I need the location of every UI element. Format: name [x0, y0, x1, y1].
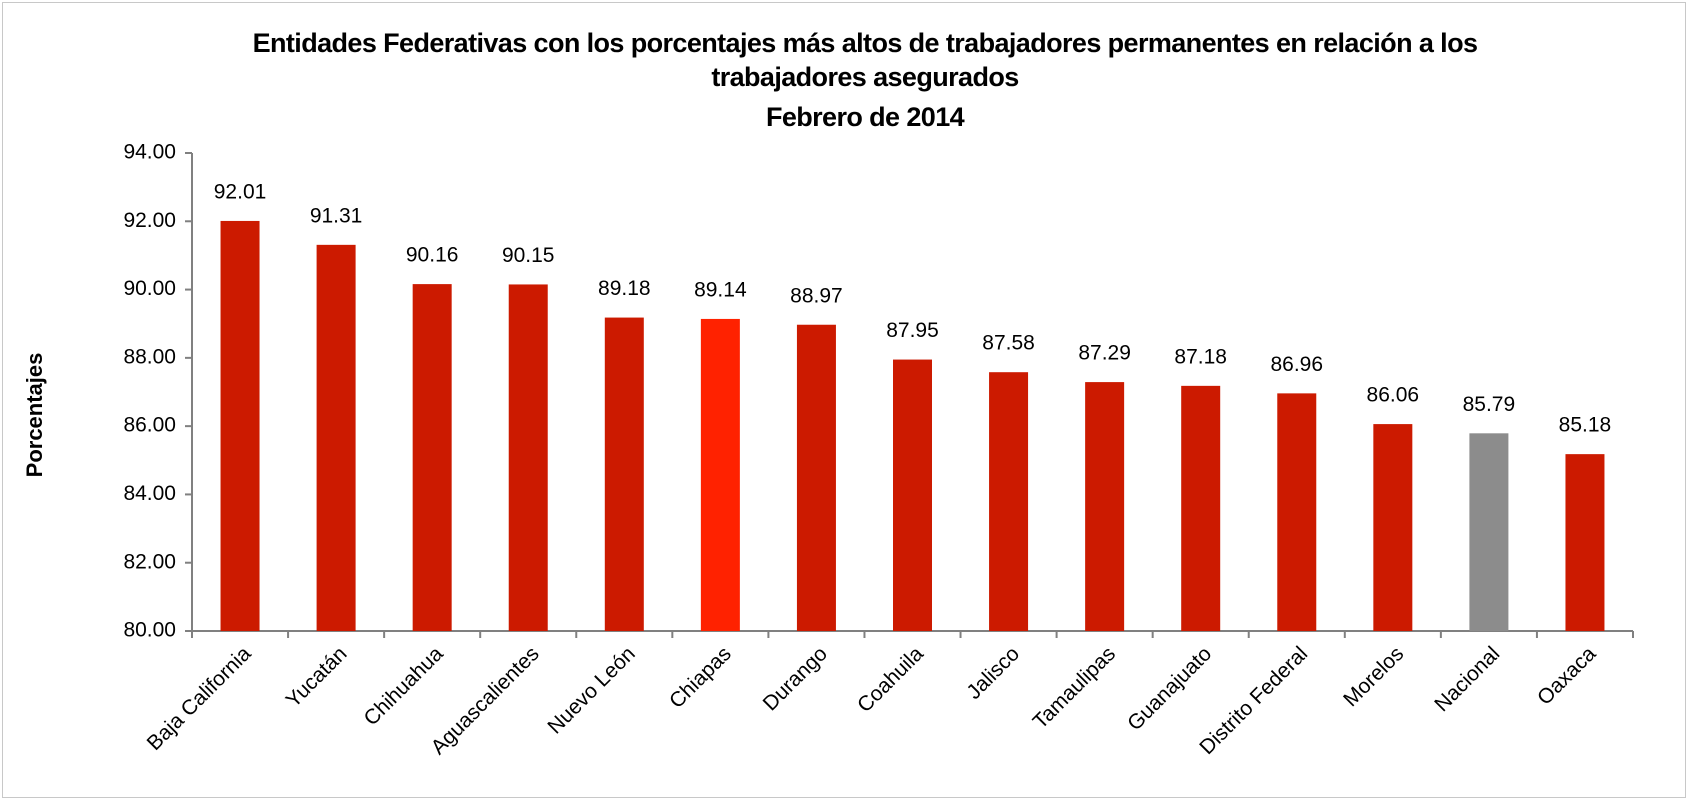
data-label: 86.06 [1367, 384, 1420, 407]
x-tick-label: Baja California [143, 642, 256, 755]
y-tick-label: 84.00 [123, 482, 176, 505]
bar [412, 284, 452, 631]
bar [508, 284, 548, 631]
data-label: 88.97 [790, 284, 843, 307]
bar [220, 220, 260, 632]
x-tick-label: Durango [759, 642, 832, 715]
y-tick-label: 88.00 [123, 345, 176, 368]
x-tick-label: Guanajuato [1123, 642, 1216, 735]
y-tick-label: 86.00 [123, 414, 176, 437]
x-tick-label: Coahuila [853, 642, 928, 717]
bar [796, 324, 836, 631]
y-tick-label: 94.00 [123, 141, 176, 164]
data-label: 86.96 [1270, 353, 1323, 376]
data-label: 85.18 [1559, 414, 1612, 437]
x-tick-label: Chihuahua [360, 642, 448, 730]
bar [1469, 433, 1509, 631]
data-label: 89.18 [598, 277, 651, 300]
x-tick-label: Tamaulipas [1029, 642, 1120, 733]
bar [700, 318, 740, 631]
bar [1565, 454, 1605, 631]
bar [316, 244, 356, 631]
x-tick-label: Chiapas [665, 642, 736, 713]
bar [1277, 393, 1317, 631]
data-label: 90.15 [502, 244, 555, 267]
y-tick-label: 90.00 [123, 277, 176, 300]
bar [893, 359, 932, 631]
data-label: 87.18 [1174, 345, 1227, 368]
y-axis-label: Porcentajes [22, 353, 47, 478]
bar [989, 372, 1029, 631]
y-tick-label: 82.00 [123, 550, 176, 573]
x-tick-label: Oaxaca [1533, 642, 1601, 710]
x-tick-label: Jalisco [962, 642, 1024, 704]
x-tick-label: Nuevo León [543, 642, 639, 738]
data-label: 87.29 [1078, 342, 1131, 365]
y-tick-label: 92.00 [123, 209, 176, 232]
chart-title: Entidades Federativas con los porcentaje… [252, 28, 1478, 92]
data-label: 90.16 [406, 244, 459, 267]
y-tick-label: 80.00 [123, 619, 176, 642]
bar [1373, 424, 1413, 631]
chart-subtitle: Febrero de 2014 [765, 102, 965, 132]
x-tick-label: Morelos [1339, 642, 1408, 711]
bar [1181, 385, 1221, 631]
bar [1085, 382, 1125, 631]
data-label: 91.31 [310, 204, 363, 227]
data-label: 85.79 [1463, 393, 1516, 416]
data-label: 87.58 [982, 332, 1035, 355]
data-label: 87.95 [886, 319, 939, 342]
x-tick-label: Yucatán [282, 642, 352, 712]
data-label: 89.14 [694, 278, 747, 301]
bar [604, 317, 644, 631]
x-tick-label: Nacional [1430, 642, 1504, 716]
data-label: 92.01 [214, 180, 267, 203]
